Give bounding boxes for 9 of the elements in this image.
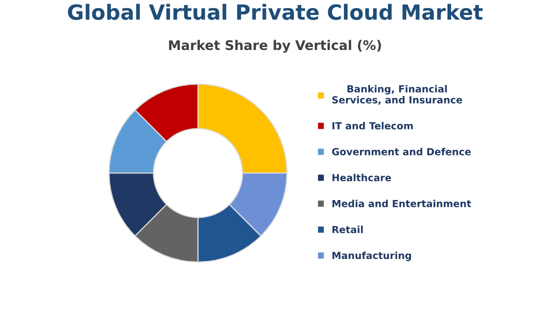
legend-label: Government and Defence [332,148,471,156]
legend-label: IT and Telecom [332,122,413,130]
legend-label: Healthcare [332,174,392,182]
legend-label: Retail [332,226,363,234]
chart-title: Global Virtual Private Cloud Market [68,4,483,20]
legend-label: Media and Entertainment [332,200,472,208]
legend-label: Manufacturing [332,252,411,262]
slice-label: Banking, Financial Services, and Insurance [332,85,462,105]
chart-subtitle: Market Share by Vertical (%) [169,40,381,53]
